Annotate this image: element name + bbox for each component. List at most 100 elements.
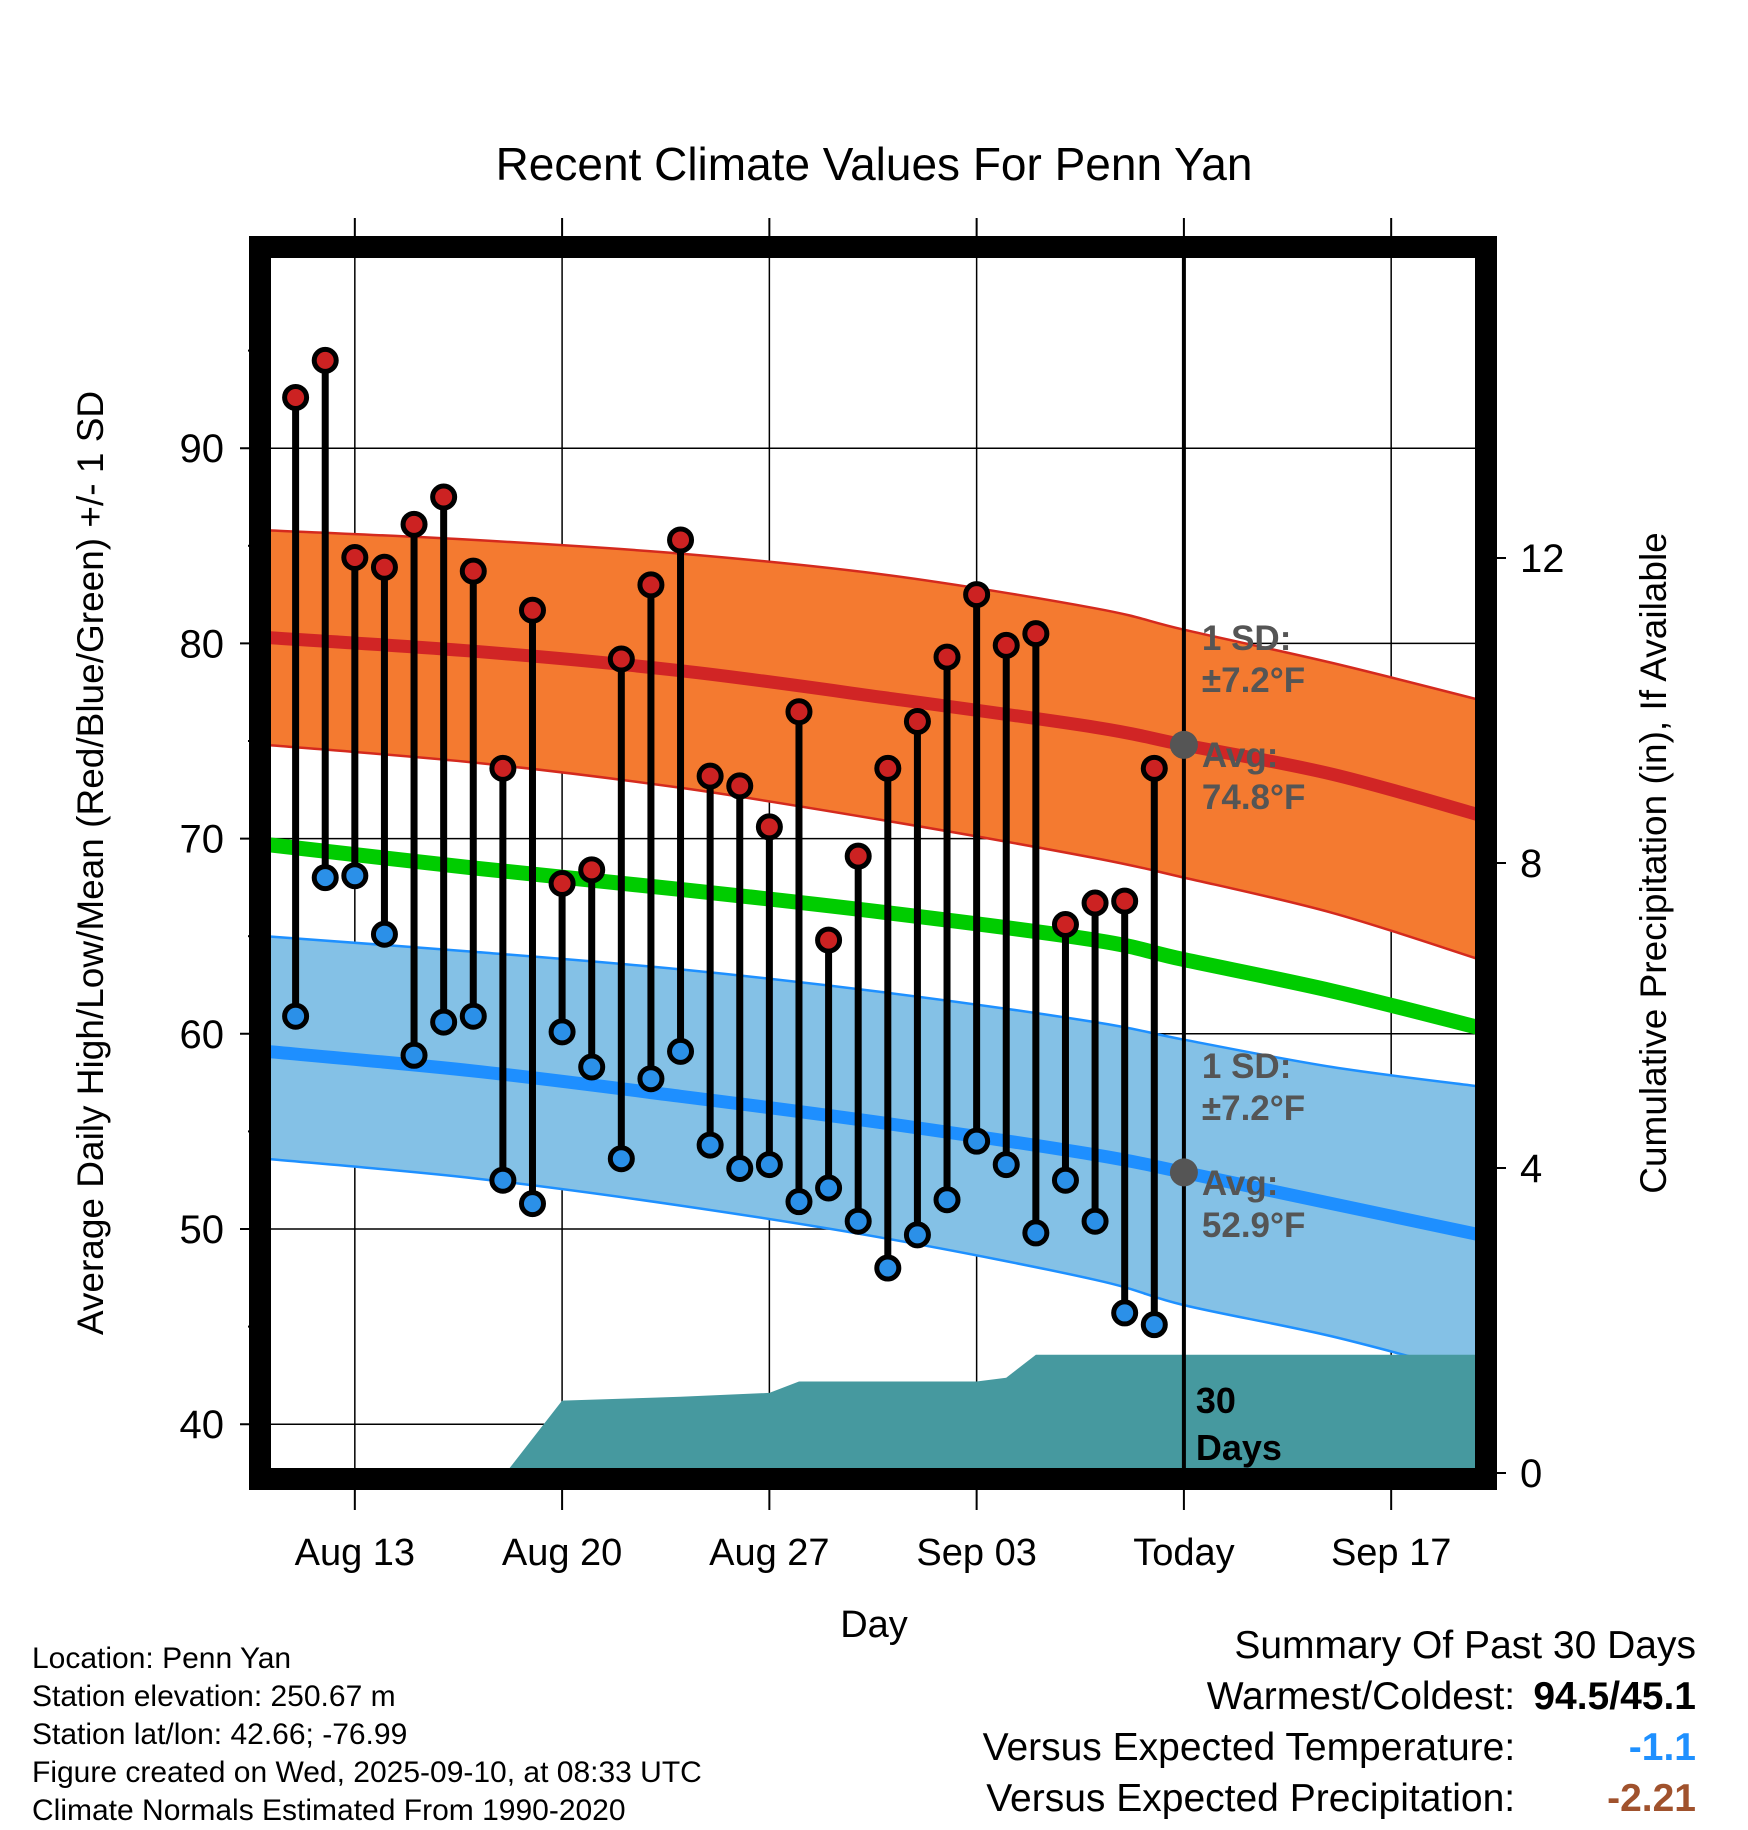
daily-high-point xyxy=(1111,887,1139,915)
normal-mean-line xyxy=(266,837,1480,1036)
daily-low-point xyxy=(903,1221,931,1249)
daily-high-point xyxy=(667,526,695,554)
y2-tick-label: 8 xyxy=(1520,842,1542,886)
daily-low-point xyxy=(992,1151,1020,1179)
normals-text: Climate Normals Estimated From 1990-2020 xyxy=(32,1794,626,1827)
location-text: Location: Penn Yan xyxy=(32,1642,292,1675)
low-sd-label: 1 SD: xyxy=(1202,1047,1291,1086)
daily-high-point xyxy=(992,631,1020,659)
daily-high-point xyxy=(578,856,606,884)
y2-axis-label: Cumulative Precipitation (in), If Availa… xyxy=(1633,532,1674,1194)
low-sd-band-lower-edge xyxy=(266,1157,1480,1377)
daily-low-point xyxy=(1140,1311,1168,1339)
warmest-coldest-label: Warmest/Coldest: xyxy=(1206,1675,1516,1718)
plot-frame xyxy=(249,236,1497,1490)
daily-high-point xyxy=(548,869,576,897)
daily-low-point xyxy=(311,864,339,892)
daily-high-point xyxy=(459,557,487,585)
daily-low-point xyxy=(785,1188,813,1216)
daily-high-point xyxy=(518,596,546,624)
daily-high-point xyxy=(874,754,902,782)
created-text: Figure created on Wed, 2025-09-10, at 08… xyxy=(32,1756,702,1789)
daily-high-point xyxy=(1051,910,1079,938)
daily-high-point xyxy=(370,553,398,581)
precip-deviation-label: Versus Expected Precipitation: xyxy=(986,1777,1516,1820)
daily-low-point xyxy=(726,1154,754,1182)
high-sd-value: ±7.2°F xyxy=(1202,661,1305,700)
daily-high-point xyxy=(637,571,665,599)
daily-low-point xyxy=(844,1207,872,1235)
daily-low-point xyxy=(1051,1166,1079,1194)
daily-low-point xyxy=(489,1166,517,1194)
daily-high-point xyxy=(1022,620,1050,648)
y-tick-label: 40 xyxy=(180,1403,225,1447)
daily-low-point xyxy=(667,1037,695,1065)
x-tick-label: Aug 13 xyxy=(295,1532,415,1574)
chart-title: Recent Climate Values For Penn Yan xyxy=(496,138,1253,190)
daily-low-point xyxy=(341,862,369,890)
x-tick-label: Aug 20 xyxy=(502,1532,622,1574)
y2-tick-label: 12 xyxy=(1520,537,1565,581)
low-sd-band xyxy=(266,936,1480,1376)
daily-high-point xyxy=(341,544,369,572)
high-sd-band-lower-edge xyxy=(266,743,1480,961)
temp-deviation-label: Versus Expected Temperature: xyxy=(982,1726,1516,1769)
temp-deviation-value: -1.1 xyxy=(1628,1726,1696,1769)
daily-low-point xyxy=(1022,1219,1050,1247)
daily-low-point xyxy=(430,1008,458,1036)
x-tick-label: Sep 17 xyxy=(1331,1532,1451,1574)
daily-low-point xyxy=(755,1151,783,1179)
high-avg-value: 74.8°F xyxy=(1202,778,1306,817)
daily-low-point xyxy=(400,1041,428,1069)
x-tick-label: Today xyxy=(1133,1532,1234,1574)
y-tick-label: 60 xyxy=(180,1013,225,1057)
daily-high-point xyxy=(696,762,724,790)
summary-warmest-coldest: Warmest/Coldest: 94.5/45.1 xyxy=(983,1671,1696,1722)
low-sd-value: ±7.2°F xyxy=(1202,1089,1305,1128)
normal-low-line xyxy=(266,1044,1480,1242)
daily-high-point xyxy=(844,842,872,870)
today-low-avg-marker xyxy=(1169,1158,1198,1187)
daily-low-point xyxy=(548,1018,576,1046)
daily-low-point xyxy=(815,1174,843,1202)
daily-high-point xyxy=(430,483,458,511)
daily-low-point xyxy=(874,1254,902,1282)
daily-low-point xyxy=(459,1002,487,1030)
daily-low-point xyxy=(607,1145,635,1173)
days-label-unit: Days xyxy=(1196,1427,1282,1468)
today-high-avg-marker xyxy=(1169,730,1198,759)
high-avg-label: Avg: xyxy=(1202,736,1278,775)
summary-temperature: Versus Expected Temperature: -1.1 xyxy=(983,1722,1696,1773)
daily-high-point xyxy=(1140,754,1168,782)
y-tick-label: 90 xyxy=(180,427,225,471)
daily-low-point xyxy=(963,1127,991,1155)
high-sd-band-upper-edge xyxy=(266,528,1480,702)
normal-high-line xyxy=(266,631,1480,822)
y-tick-label: 80 xyxy=(180,622,225,666)
elevation-text: Station elevation: 250.67 m xyxy=(32,1680,396,1713)
daily-low-point xyxy=(696,1131,724,1159)
x-tick-label: Aug 27 xyxy=(709,1532,829,1574)
daily-low-point xyxy=(1111,1299,1139,1327)
daily-high-point xyxy=(607,645,635,673)
low-avg-label: Avg: xyxy=(1202,1164,1278,1203)
y-tick-label: 50 xyxy=(180,1208,225,1252)
y-tick-label: 70 xyxy=(180,818,225,862)
daily-low-point xyxy=(578,1053,606,1081)
summary-panel: Summary Of Past 30 Days Warmest/Coldest:… xyxy=(983,1620,1696,1824)
daily-high-point xyxy=(785,698,813,726)
daily-high-point xyxy=(903,707,931,735)
daily-low-point xyxy=(933,1186,961,1214)
station-info: Location: Penn Yan Station elevation: 25… xyxy=(32,1640,702,1830)
y-axis-label: Average Daily High/Low/Mean (Red/Blue/Gr… xyxy=(70,391,111,1335)
x-tick-label: Sep 03 xyxy=(916,1532,1036,1574)
precip-area xyxy=(266,1354,1480,1473)
daily-high-point xyxy=(726,772,754,800)
precip-deviation-value: -2.21 xyxy=(1607,1777,1696,1820)
low-avg-value: 52.9°F xyxy=(1202,1206,1306,1245)
daily-high-point xyxy=(963,581,991,609)
daily-high-point xyxy=(489,754,517,782)
daily-high-point xyxy=(1081,889,1109,917)
daily-high-point xyxy=(755,813,783,841)
